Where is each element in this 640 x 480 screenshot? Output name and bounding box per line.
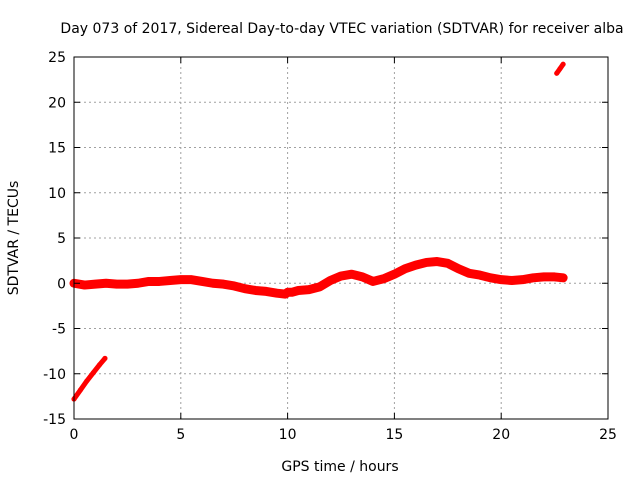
data-point [445, 260, 451, 266]
data-point [103, 280, 109, 286]
data-point [77, 387, 83, 393]
data-point [124, 281, 130, 287]
y-tick-label: 0 [57, 276, 66, 292]
data-point [509, 278, 515, 284]
data-point [413, 262, 419, 268]
data-point [560, 275, 566, 281]
data-point [167, 278, 173, 284]
y-tick-label: -5 [52, 322, 66, 338]
data-point [289, 289, 295, 295]
data-point [477, 272, 483, 278]
x-tick-label: 25 [599, 427, 617, 443]
data-point [317, 284, 323, 290]
data-point [434, 259, 440, 265]
y-axis-label: SDTVAR / TECUs [6, 181, 22, 296]
y-tick-label: -15 [43, 412, 66, 428]
data-point [560, 61, 566, 67]
data-point [274, 290, 280, 296]
data-point [349, 271, 355, 277]
y-tick-label: 15 [48, 141, 66, 157]
data-point [541, 274, 547, 280]
y-tick-label: 5 [57, 231, 66, 247]
data-point [231, 283, 237, 289]
data-point [82, 282, 88, 288]
data-point [554, 70, 560, 76]
x-tick-label: 15 [385, 427, 403, 443]
data-point [253, 287, 259, 293]
data-point [552, 274, 558, 280]
data-layer [69, 61, 568, 402]
data-point [97, 362, 103, 368]
x-tick-label: 0 [70, 427, 79, 443]
data-point [402, 266, 408, 272]
y-tick-label: 25 [48, 50, 66, 66]
data-point [455, 266, 461, 272]
data-point [423, 259, 429, 265]
data-point [199, 278, 205, 284]
data-point [327, 278, 333, 284]
data-point [359, 274, 365, 280]
series-1 [69, 257, 568, 299]
data-point [530, 275, 536, 281]
data-point [381, 276, 387, 282]
data-point [370, 278, 376, 284]
data-point [242, 286, 248, 292]
data-point [338, 273, 344, 279]
data-point [90, 370, 96, 376]
data-point [557, 66, 563, 72]
data-point [188, 277, 194, 283]
data-point [146, 278, 152, 284]
data-point [178, 277, 184, 283]
tick-labels: 0 5 10 15 20 25 -15 -10 -5 0 5 10 15 20 25 [43, 50, 617, 443]
chart-title: Day 073 of 2017, Sidereal Day-to-day VTE… [60, 21, 623, 37]
ticks [73, 56, 609, 420]
data-point [285, 289, 291, 295]
data-point [306, 287, 312, 293]
y-tick-label: 10 [48, 186, 66, 202]
series-2 [554, 61, 566, 76]
data-point [295, 287, 301, 293]
y-tick-label: 20 [48, 95, 66, 111]
x-tick-label: 5 [176, 427, 185, 443]
data-point [102, 355, 108, 361]
data-point [488, 275, 494, 281]
series-0 [71, 355, 108, 402]
data-point [84, 378, 90, 384]
data-point [498, 277, 504, 283]
data-point [135, 280, 141, 286]
data-point [114, 281, 120, 287]
data-point [391, 271, 397, 277]
data-point [520, 277, 526, 283]
data-point [263, 288, 269, 294]
data-point [210, 280, 216, 286]
x-axis-label: GPS time / hours [281, 459, 398, 475]
x-tick-label: 10 [279, 427, 297, 443]
grid [74, 57, 608, 419]
x-tick-label: 20 [492, 427, 510, 443]
data-point [156, 278, 162, 284]
data-point [221, 281, 227, 287]
data-point [92, 281, 98, 287]
data-point [466, 270, 472, 276]
y-tick-label: -10 [43, 367, 66, 383]
